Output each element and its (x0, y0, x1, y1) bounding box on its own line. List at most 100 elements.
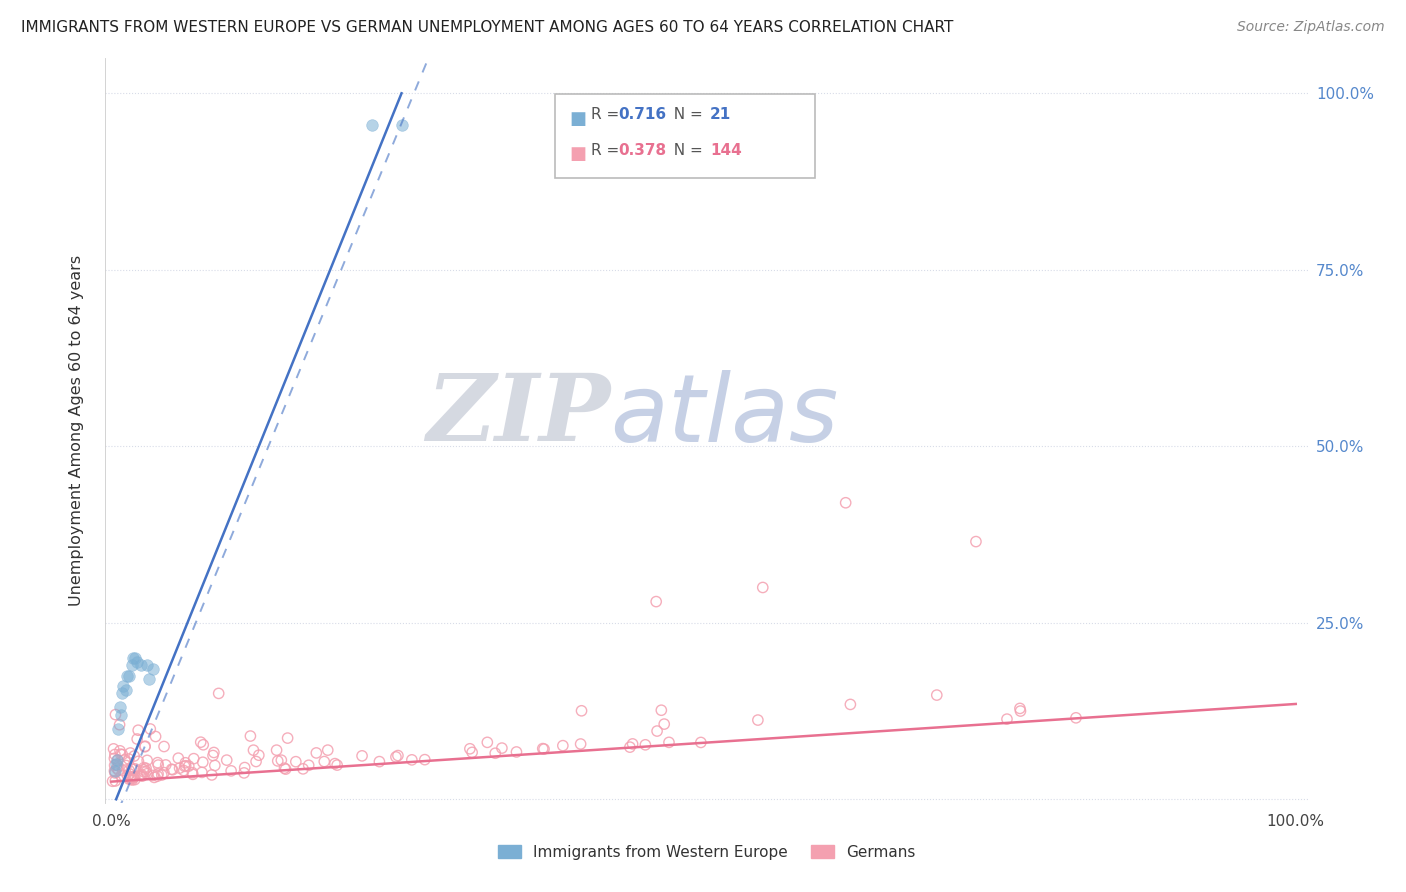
Point (316, 743, 339, 757)
Point (118, 669, 141, 683)
Point (233, 760, 256, 774)
Point (111, 747, 134, 762)
Point (1008, 701, 1031, 715)
Point (284, 755, 307, 769)
Point (174, 756, 197, 770)
Point (135, 761, 157, 775)
Text: 144: 144 (710, 143, 742, 158)
Point (131, 769, 153, 783)
Point (107, 763, 129, 777)
Point (505, 745, 527, 759)
Point (202, 746, 225, 760)
Point (121, 651, 143, 665)
Point (298, 758, 321, 772)
Point (162, 763, 184, 777)
Point (247, 748, 270, 763)
Point (139, 722, 162, 736)
Point (108, 744, 131, 758)
Text: 0.716: 0.716 (619, 107, 666, 122)
Point (569, 737, 592, 751)
Point (115, 758, 138, 772)
Text: atlas: atlas (610, 370, 838, 461)
Point (115, 669, 138, 683)
Point (136, 766, 159, 780)
Y-axis label: Unemployment Among Ages 60 to 64 years: Unemployment Among Ages 60 to 64 years (69, 255, 84, 606)
Point (401, 753, 423, 767)
Point (1064, 711, 1087, 725)
Text: N =: N = (664, 107, 707, 122)
Point (174, 758, 197, 772)
Point (112, 679, 135, 693)
Point (120, 770, 142, 784)
Point (155, 758, 177, 772)
Point (658, 735, 681, 749)
Point (352, 748, 374, 763)
Point (146, 756, 169, 770)
Point (652, 717, 675, 731)
Point (208, 686, 231, 700)
Point (110, 747, 132, 761)
Text: IMMIGRANTS FROM WESTERN EUROPE VS GERMAN UNEMPLOYMENT AMONG AGES 60 TO 64 YEARS : IMMIGRANTS FROM WESTERN EUROPE VS GERMAN… (21, 20, 953, 35)
Point (107, 758, 129, 772)
Point (110, 707, 132, 722)
Point (173, 759, 195, 773)
Point (129, 658, 152, 673)
Point (118, 772, 141, 786)
Point (104, 758, 127, 772)
Point (135, 658, 157, 673)
Point (121, 772, 143, 787)
Point (114, 682, 136, 697)
Point (132, 764, 155, 779)
Point (111, 764, 134, 778)
Point (142, 662, 165, 676)
Point (274, 762, 297, 776)
Legend: Immigrants from Western Europe, Germans: Immigrants from Western Europe, Germans (492, 838, 921, 866)
Point (127, 754, 149, 768)
Point (925, 688, 948, 702)
Point (689, 735, 711, 749)
Point (491, 741, 513, 756)
Point (121, 658, 143, 673)
Point (122, 771, 145, 785)
Point (245, 755, 267, 769)
Text: R =: R = (591, 143, 624, 158)
Point (148, 758, 170, 772)
Point (995, 712, 1018, 726)
Point (132, 761, 155, 775)
Point (150, 768, 173, 782)
Point (138, 672, 160, 686)
Point (752, 581, 775, 595)
Text: 21: 21 (710, 107, 731, 122)
Point (461, 745, 484, 759)
Point (233, 765, 256, 780)
Point (323, 756, 346, 771)
Point (391, 118, 413, 132)
Point (135, 764, 157, 779)
Point (104, 774, 127, 789)
Point (121, 762, 143, 776)
Point (305, 746, 328, 760)
Point (118, 764, 141, 778)
Point (127, 723, 149, 738)
Point (124, 762, 146, 776)
Point (103, 742, 125, 756)
Point (277, 731, 299, 745)
Point (134, 739, 156, 754)
Point (160, 762, 183, 776)
Point (101, 774, 124, 789)
Point (134, 739, 156, 754)
Point (314, 755, 336, 769)
Point (146, 766, 169, 780)
Point (181, 767, 204, 781)
Point (551, 739, 574, 753)
Point (326, 758, 349, 772)
Point (105, 756, 128, 771)
Point (413, 753, 436, 767)
Point (177, 759, 200, 773)
Point (458, 741, 481, 756)
Point (127, 655, 149, 669)
Point (104, 747, 127, 762)
Point (110, 769, 132, 783)
Point (103, 751, 125, 765)
Point (131, 767, 153, 781)
